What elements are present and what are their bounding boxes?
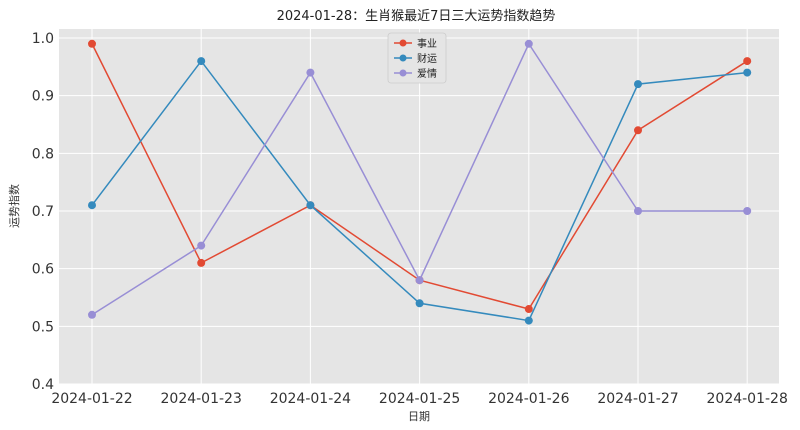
data-point bbox=[524, 316, 533, 325]
x-axis-label: 日期 bbox=[408, 410, 430, 423]
data-point bbox=[197, 258, 206, 267]
data-point bbox=[743, 68, 752, 77]
series-layer bbox=[88, 39, 752, 325]
y-tick-label: 0.4 bbox=[32, 377, 54, 393]
data-point bbox=[634, 126, 642, 135]
x-tick-label: 2024-01-22 bbox=[51, 391, 132, 407]
legend-swatch-marker bbox=[399, 54, 407, 62]
x-tick-label: 2024-01-24 bbox=[270, 391, 351, 407]
y-tick-label: 0.9 bbox=[32, 89, 54, 105]
data-point bbox=[634, 80, 642, 89]
data-point bbox=[415, 276, 424, 285]
data-point bbox=[415, 299, 424, 308]
y-tick-label: 0.5 bbox=[32, 319, 54, 335]
series-3 bbox=[88, 39, 752, 319]
y-tick-label: 1.0 bbox=[32, 31, 54, 47]
data-point bbox=[743, 57, 752, 66]
legend-swatch-marker bbox=[399, 39, 407, 47]
data-point bbox=[197, 241, 206, 250]
data-point bbox=[306, 68, 315, 77]
x-tick-label: 2024-01-27 bbox=[597, 391, 678, 407]
x-tick-label: 2024-01-23 bbox=[161, 391, 242, 407]
legend-label: 爱情 bbox=[417, 67, 437, 80]
x-tick-label: 2024-01-26 bbox=[488, 391, 569, 407]
y-tick-labels: 0.4 0.5 0.6 0.7 0.8 0.9 1.0 bbox=[32, 31, 54, 393]
data-point bbox=[524, 305, 533, 314]
data-point bbox=[88, 310, 96, 319]
data-point bbox=[743, 207, 752, 215]
y-axis-label: 运势指数 bbox=[7, 184, 21, 228]
y-tick-label: 0.6 bbox=[32, 262, 54, 278]
data-point bbox=[306, 201, 315, 210]
data-point bbox=[88, 201, 96, 210]
data-point bbox=[88, 39, 96, 48]
x-tick-labels: 2024-01-22 2024-01-23 2024-01-24 2024-01-25… bbox=[51, 391, 788, 407]
legend-swatch-marker bbox=[399, 69, 407, 77]
data-point bbox=[524, 39, 533, 48]
data-point bbox=[634, 207, 642, 215]
y-tick-label: 0.7 bbox=[32, 204, 54, 220]
plot-area bbox=[59, 29, 779, 384]
x-tick-label: 2024-01-28 bbox=[707, 391, 788, 407]
chart-title: 2024-01-28：生肖猴最近7日三大运势指数趋势 bbox=[277, 8, 556, 24]
legend-label: 财运 bbox=[417, 52, 437, 65]
y-tick-label: 0.8 bbox=[32, 146, 54, 162]
data-point bbox=[197, 57, 206, 66]
legend-label: 事业 bbox=[417, 37, 437, 50]
x-tick-label: 2024-01-25 bbox=[379, 391, 460, 407]
series-2 bbox=[88, 57, 752, 325]
